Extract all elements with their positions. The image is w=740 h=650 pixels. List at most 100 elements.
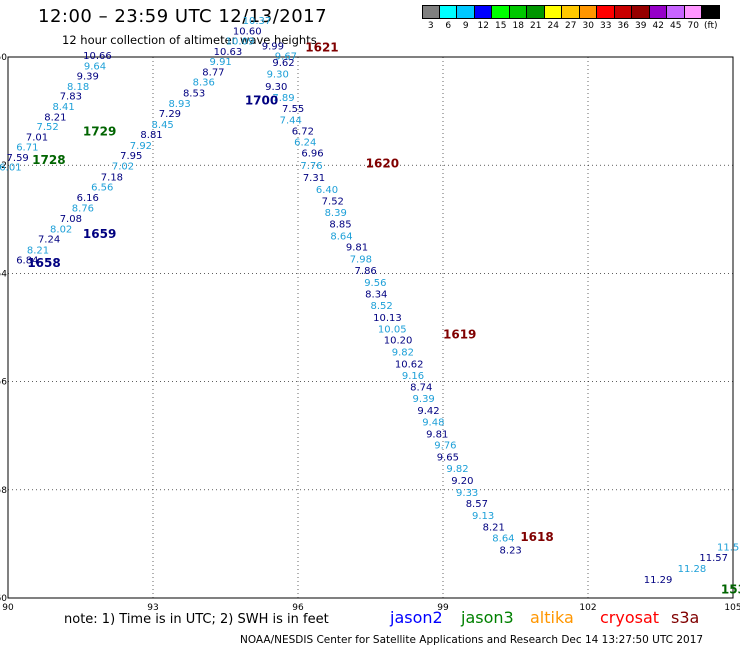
- wave-height-label: 9.64: [84, 61, 106, 72]
- wave-height-label: 7.55: [282, 104, 304, 115]
- y-tick-label: -56: [0, 378, 7, 388]
- wave-height-label: 9.39: [77, 72, 99, 83]
- wave-height-label: 9.13: [472, 511, 494, 522]
- wave-height-label: 7.92: [130, 141, 152, 152]
- colorbar-label: 9: [462, 21, 469, 31]
- colorbar-label: 6: [445, 21, 452, 31]
- wave-height-label: 7.29: [159, 109, 181, 120]
- colorbar-swatch: [422, 5, 440, 19]
- colorbar-swatch: [544, 5, 562, 19]
- colorbar-swatch: [667, 5, 685, 19]
- time-label: 1700: [245, 94, 278, 108]
- wave-height-label: 10.09: [226, 37, 255, 48]
- wave-height-label: 6.72: [292, 126, 314, 137]
- wave-height-label: 8.41: [52, 102, 74, 113]
- wave-height-label: 10.63: [214, 47, 243, 58]
- wave-height-label: 8.74: [410, 382, 432, 393]
- wave-height-label: 7.95: [120, 151, 142, 162]
- chart-title: 12:00 – 23:59 UTC 12/13/2017: [38, 6, 328, 27]
- colorbar-label: 12: [477, 21, 489, 31]
- wave-height-label: 6.56: [91, 183, 113, 194]
- wave-height-label: 6.71: [16, 143, 38, 154]
- wave-height-label: 8.02: [50, 224, 72, 235]
- wave-height-label: 10.60: [233, 26, 262, 37]
- wave-height-label: 10.13: [373, 313, 402, 324]
- wave-height-label: 9.67: [275, 52, 297, 63]
- wave-height-label: 9.99: [262, 41, 284, 52]
- wave-height-label: 9.56: [364, 278, 386, 289]
- wave-height-label: 8.81: [140, 130, 162, 141]
- time-label: 1531: [721, 583, 740, 597]
- colorbar-swatch: [649, 5, 667, 19]
- time-label: 1619: [443, 327, 476, 341]
- wave-height-label: 9.48: [422, 417, 444, 428]
- wave-height-label: 9.30: [267, 70, 289, 81]
- colorbar-label: 33: [600, 21, 612, 31]
- colorbar-label: 42: [652, 21, 664, 31]
- wave-height-label: 9.62: [272, 58, 294, 69]
- wave-height-label: 8.53: [183, 88, 205, 99]
- time-label: 1618: [520, 530, 553, 544]
- wave-height-label: 7.08: [60, 214, 82, 225]
- x-tick-label: 99: [437, 603, 449, 613]
- wave-height-label: 7.86: [355, 266, 377, 277]
- colorbar-label: 18: [512, 21, 524, 31]
- legend-item-s3a: s3a: [671, 608, 700, 627]
- wave-height-label: 10.05: [378, 324, 407, 335]
- wave-height-label: 9.30: [265, 82, 287, 93]
- time-label: 1621: [305, 41, 338, 55]
- wave-height-label: 9.20: [451, 476, 473, 487]
- wave-height-label: 8.18: [67, 82, 89, 93]
- colorbar-label: 39: [635, 21, 647, 31]
- x-tick-label: 90: [2, 603, 14, 613]
- legend-item-altika: altika: [530, 608, 574, 627]
- wave-height-label: 9.82: [392, 348, 414, 359]
- colorbar-swatch: [597, 5, 615, 19]
- colorbar-swatch: [632, 5, 650, 19]
- colorbar-label: 36: [617, 21, 629, 31]
- colorbar-swatch: [492, 5, 510, 19]
- x-tick-label: 105: [724, 603, 740, 613]
- wave-height-label: 7.44: [280, 116, 302, 127]
- wave-height-label: 8.52: [370, 301, 392, 312]
- wave-height-label: 8.93: [168, 99, 190, 110]
- wave-height-label: 11.5: [717, 542, 739, 553]
- time-label: 1729: [83, 124, 116, 138]
- colorbar-label: 45: [670, 21, 682, 31]
- wave-height-label: 8.21: [27, 245, 49, 256]
- wave-height-label: 9.76: [434, 441, 456, 452]
- colorbar-swatch: [509, 5, 527, 19]
- x-tick-label: 96: [292, 603, 304, 613]
- wave-height-label: 7.52: [37, 122, 59, 133]
- colorbar-swatch: [579, 5, 597, 19]
- colorbar-label: 30: [582, 21, 594, 31]
- wave-height-label: 8.45: [152, 120, 174, 131]
- colorbar-swatch: [457, 5, 475, 19]
- wave-height-label: 6.24: [294, 138, 316, 149]
- colorbar-swatch: [474, 5, 492, 19]
- wave-height-label: 8.64: [492, 534, 514, 545]
- wave-height-label: 8.57: [466, 499, 488, 510]
- legend-item-cryosat: cryosat: [600, 608, 660, 627]
- y-tick-label: -60: [0, 594, 7, 604]
- colorbar: [422, 5, 720, 19]
- wave-height-label: 9.65: [437, 453, 459, 464]
- x-tick-label: 102: [579, 603, 596, 613]
- legend-item-jason3: jason3: [461, 608, 514, 627]
- wave-height-label: 9.82: [446, 464, 468, 475]
- wave-height-label: 7.98: [350, 255, 372, 266]
- colorbar-swatch: [562, 5, 580, 19]
- legend-item-jason2: jason2: [390, 608, 443, 627]
- wave-height-label: 11.28: [678, 564, 707, 575]
- wave-height-label: 6.16: [77, 193, 99, 204]
- colorbar-swatch: [702, 5, 720, 19]
- wave-height-label: 9.39: [413, 394, 435, 405]
- x-tick-label: 93: [147, 603, 158, 613]
- wave-height-label: 7.31: [303, 173, 325, 184]
- wave-height-label: 6.84: [16, 256, 38, 267]
- colorbar-swatch: [439, 5, 457, 19]
- wave-height-label: 10.20: [384, 336, 413, 347]
- time-label: 1620: [366, 156, 399, 170]
- wave-height-label: 6.96: [301, 149, 323, 160]
